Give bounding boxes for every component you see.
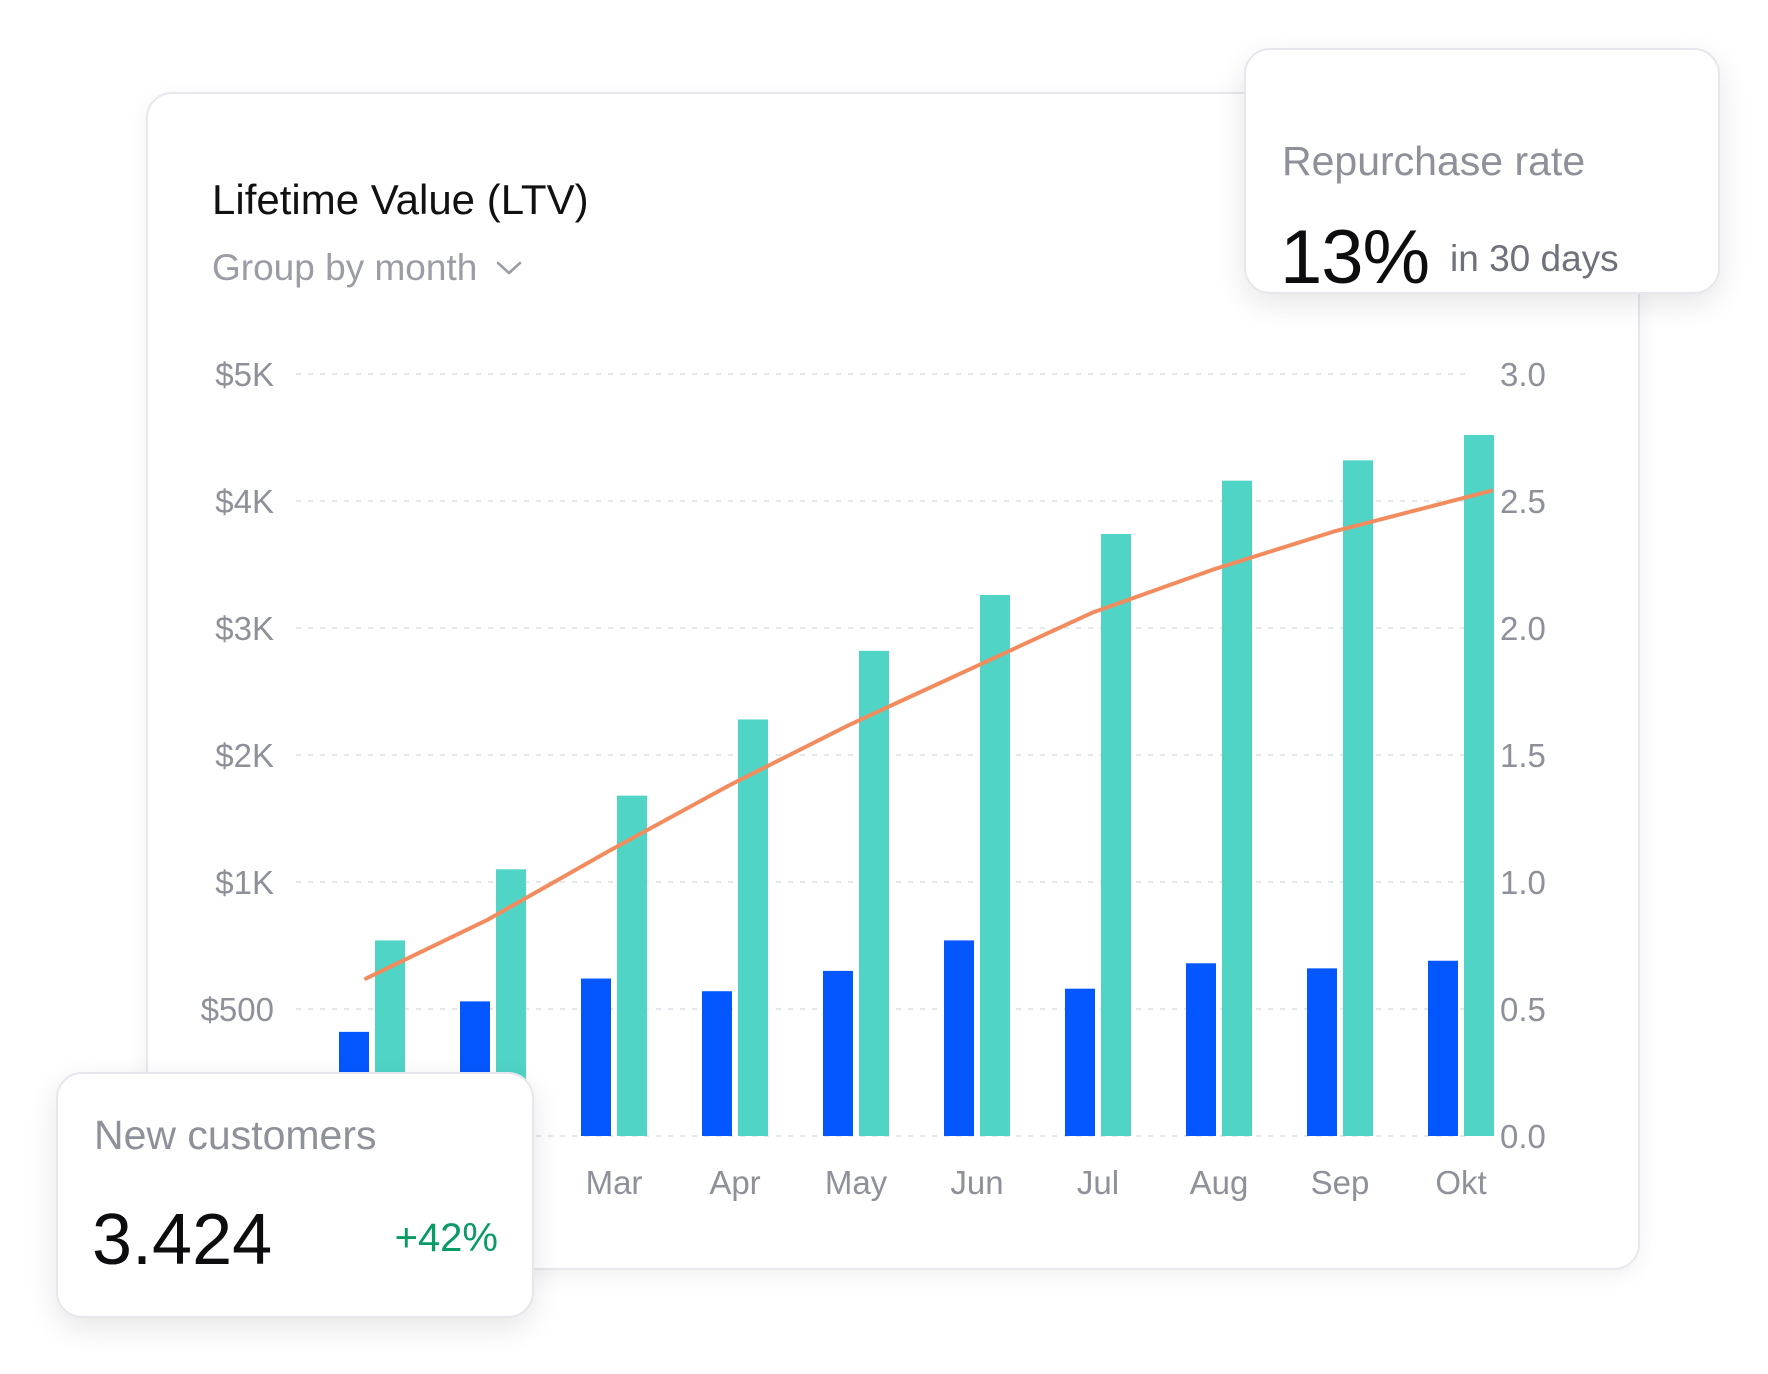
x-axis: Mar Apr May Jun Jul Aug Sep Okt [586,1164,1487,1201]
bar-new-customers-may [823,970,853,1136]
new-customers-card: New customers 3.424 +42% [56,1072,534,1318]
left-axis-tick: $1K [215,864,274,901]
new-customers-value: 3.424 [92,1200,273,1280]
bar-new-customers-okt [1428,960,1458,1136]
right-axis-tick: 3.0 [1500,356,1546,393]
x-axis-label-mar: Mar [586,1164,643,1201]
left-axis-tick: $4K [215,483,274,520]
new-customers-label: New customers [94,1112,377,1158]
right-axis-tick: 1.5 [1500,737,1546,774]
right-axis: 3.0 2.5 2.0 1.5 1.0 0.5 0.0 [1500,356,1546,1155]
bar-ltv-jul [1101,534,1131,1136]
bar-ltv-may [859,650,889,1136]
bar-ltv-okt [1464,434,1494,1137]
x-axis-label-apr: Apr [709,1164,760,1201]
new-customers-change: +42% [394,1216,498,1260]
repurchase-rate-card: Repurchase rate 13% in 30 days [1244,48,1720,298]
bar-new-customers-aug [1186,963,1216,1136]
trend-line [364,488,1493,981]
right-axis-tick: 2.5 [1500,483,1546,520]
repurchase-period: in 30 days [1450,238,1619,279]
right-axis-tick: 0.5 [1500,991,1546,1028]
bar-ltv-aug [1222,480,1252,1136]
right-axis-tick: 0.0 [1500,1118,1546,1155]
bar-new-customers-sep [1307,968,1337,1136]
left-axis-tick: $500 [201,991,274,1028]
left-axis-tick: $5K [215,356,274,393]
chart-title: Lifetime Value (LTV) [212,176,589,223]
bar-ltv-jun [980,594,1010,1136]
bar-new-customers-apr [702,991,732,1136]
x-axis-label-aug: Aug [1190,1164,1249,1201]
bar-new-customers-mar [581,978,611,1136]
group-by-label: Group by month [212,247,478,288]
repurchase-value: 13% [1280,215,1430,300]
left-axis: $5K $4K $3K $2K $1K $500 [201,356,274,1028]
bar-ltv-apr [738,719,768,1136]
bar-ltv-mar [617,795,647,1136]
x-axis-label-sep: Sep [1311,1164,1370,1201]
chevron-down-icon [497,261,522,275]
group-by-dropdown[interactable]: Group by month [212,244,523,292]
left-axis-tick: $2K [215,737,274,774]
x-axis-label-may: May [825,1164,888,1201]
right-axis-tick: 1.0 [1500,864,1546,901]
right-axis-tick: 2.0 [1500,610,1546,647]
bar-ltv-sep [1343,460,1373,1136]
left-axis-tick: $3K [215,610,274,647]
x-axis-label-jun: Jun [950,1164,1003,1201]
bar-new-customers-jul [1065,988,1095,1136]
x-axis-label-jul: Jul [1077,1164,1119,1201]
x-axis-label-okt: Okt [1435,1164,1486,1201]
bars [339,434,1494,1137]
bar-new-customers-jun [944,940,974,1136]
trend-line-path [364,488,1493,981]
repurchase-label: Repurchase rate [1282,138,1586,184]
